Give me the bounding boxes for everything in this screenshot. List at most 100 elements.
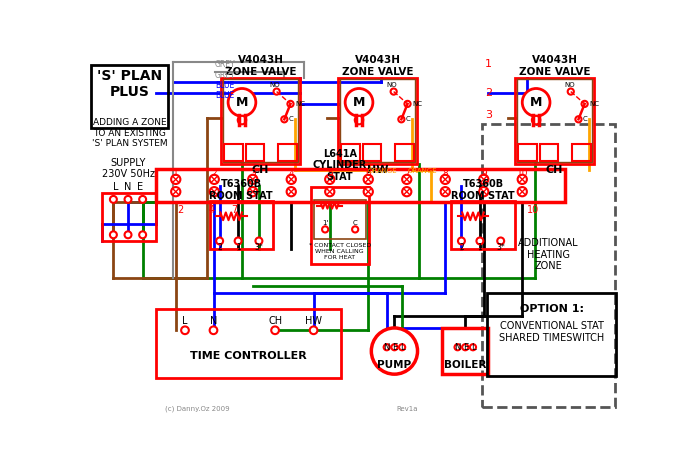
Text: 1: 1 (485, 59, 492, 69)
Circle shape (139, 231, 146, 238)
Text: 4: 4 (208, 205, 214, 215)
Text: 2: 2 (217, 242, 222, 252)
Text: ADDING A ZONE
TO AN EXISTING
'S' PLAN SYSTEM: ADDING A ZONE TO AN EXISTING 'S' PLAN SY… (92, 118, 168, 148)
Text: N: N (455, 343, 461, 352)
Text: N: N (124, 182, 132, 192)
Text: 2: 2 (211, 168, 217, 178)
Text: NC: NC (589, 101, 599, 107)
Bar (156, 309, 341, 378)
Text: 3: 3 (485, 110, 492, 120)
Text: NO: NO (387, 82, 397, 88)
Bar (442, 328, 489, 374)
Text: SUPPLY
230V 50Hz: SUPPLY 230V 50Hz (101, 158, 155, 179)
Text: L: L (400, 343, 404, 352)
Circle shape (248, 175, 257, 184)
Bar (156, 168, 565, 203)
Text: E: E (137, 182, 144, 192)
Bar (572, 144, 591, 161)
Circle shape (255, 237, 262, 244)
Bar (311, 187, 369, 264)
Circle shape (476, 237, 484, 244)
Text: 3*: 3* (255, 242, 264, 252)
Bar (278, 144, 297, 161)
Text: L: L (471, 343, 475, 352)
Text: 1: 1 (477, 242, 482, 252)
Text: GREY: GREY (215, 71, 235, 80)
Circle shape (210, 327, 217, 334)
Text: ADDITIONAL
HEATING
ZONE: ADDITIONAL HEATING ZONE (518, 238, 579, 271)
Text: CH: CH (546, 165, 563, 175)
Circle shape (371, 328, 417, 374)
Circle shape (273, 88, 279, 95)
Text: NC: NC (295, 101, 305, 107)
Circle shape (271, 327, 279, 334)
Circle shape (568, 88, 574, 95)
Text: GREY: GREY (215, 60, 235, 69)
Text: (c) Danny.Oz 2009: (c) Danny.Oz 2009 (165, 406, 230, 412)
Bar (102, 193, 156, 241)
Text: V4043H
ZONE VALVE: V4043H ZONE VALVE (342, 55, 413, 77)
Circle shape (582, 101, 588, 107)
Circle shape (235, 237, 242, 244)
Text: 9: 9 (481, 168, 486, 178)
Text: CH: CH (252, 165, 269, 175)
Text: L: L (113, 182, 119, 192)
Circle shape (345, 88, 373, 116)
Circle shape (458, 237, 465, 244)
Text: BLUE: BLUE (215, 91, 235, 100)
Text: E: E (463, 343, 468, 352)
Text: OPTION 1:: OPTION 1: (520, 304, 584, 314)
Circle shape (325, 187, 335, 196)
Circle shape (248, 187, 257, 196)
Bar (91, 65, 168, 128)
Text: V4043H
ZONE VALVE: V4043H ZONE VALVE (225, 55, 296, 77)
Text: E: E (392, 343, 397, 352)
Text: 1: 1 (173, 168, 179, 178)
Circle shape (391, 88, 397, 95)
Text: ORANGE: ORANGE (367, 168, 397, 174)
Circle shape (216, 237, 223, 244)
Circle shape (322, 227, 328, 233)
Circle shape (288, 101, 293, 107)
Text: NO: NO (270, 82, 280, 88)
Text: 10: 10 (527, 205, 539, 215)
Circle shape (171, 175, 180, 184)
Circle shape (325, 175, 335, 184)
Text: ORANGE: ORANGE (407, 168, 437, 174)
Circle shape (282, 116, 288, 122)
Text: Rev1a: Rev1a (396, 406, 417, 412)
Circle shape (171, 187, 180, 196)
Text: T6360B
ROOM STAT: T6360B ROOM STAT (451, 179, 515, 201)
Text: * CONTACT CLOSED
WHEN CALLING
FOR HEAT: * CONTACT CLOSED WHEN CALLING FOR HEAT (308, 243, 371, 260)
Circle shape (441, 187, 450, 196)
Circle shape (402, 187, 411, 196)
Text: 2: 2 (485, 88, 492, 98)
Bar (540, 144, 558, 161)
Circle shape (355, 116, 363, 124)
Bar (342, 144, 359, 161)
Circle shape (441, 175, 450, 184)
Circle shape (228, 88, 256, 116)
Text: C: C (406, 117, 411, 122)
Text: C: C (289, 117, 294, 122)
Text: C: C (583, 117, 588, 122)
Bar (210, 201, 273, 249)
Bar (224, 144, 243, 161)
Text: 8: 8 (442, 168, 448, 178)
Text: 3*: 3* (496, 242, 505, 252)
Circle shape (125, 196, 132, 203)
Text: PUMP: PUMP (377, 360, 411, 370)
Text: 6: 6 (366, 168, 371, 178)
Circle shape (364, 187, 373, 196)
Text: 7: 7 (231, 205, 237, 215)
Circle shape (518, 187, 527, 196)
Bar (363, 144, 382, 161)
Bar (517, 79, 592, 162)
Text: 3: 3 (250, 168, 255, 178)
Text: 1': 1' (322, 220, 328, 226)
Bar (246, 144, 264, 161)
Bar (451, 201, 515, 249)
Text: T6360B
ROOM STAT: T6360B ROOM STAT (209, 179, 273, 201)
Text: 'S' PLAN
PLUS: 'S' PLAN PLUS (97, 69, 162, 99)
Circle shape (497, 237, 504, 244)
